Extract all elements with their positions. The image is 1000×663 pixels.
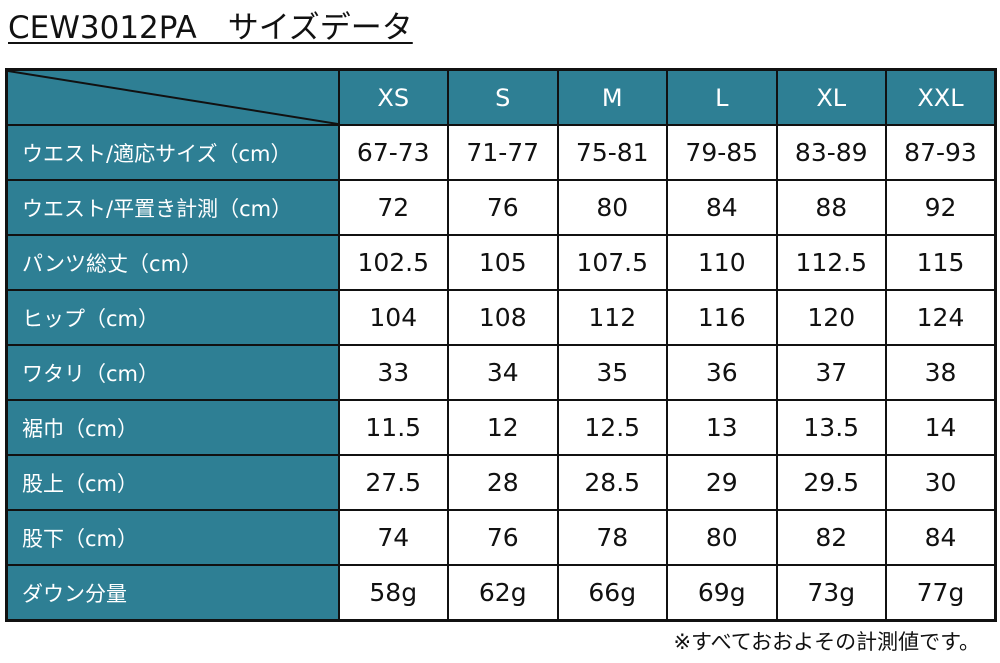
column-header: L xyxy=(666,68,778,126)
cell: 76 xyxy=(447,509,559,566)
cell: 105 xyxy=(447,234,559,291)
row-label: ウエスト/平置き計測（cm） xyxy=(5,179,340,236)
cell: 124 xyxy=(885,289,997,346)
row-label: 股上（cm） xyxy=(5,454,340,511)
row-label: 股下（cm） xyxy=(5,509,340,566)
cell: 75-81 xyxy=(556,124,668,181)
table-row: ワタリ（cm） 33 34 35 36 37 38 xyxy=(5,344,997,401)
cell: 107.5 xyxy=(556,234,668,291)
cell: 78 xyxy=(556,509,668,566)
table-row: ウエスト/適応サイズ（cm） 67-73 71-77 75-81 79-85 83-89 8… xyxy=(5,124,997,181)
table-body: XS S M L XL XXL ウエスト/適応サイズ（cm） 67-73 71-77 75-81… xyxy=(5,68,997,622)
cell: 79-85 xyxy=(666,124,778,181)
cell: 36 xyxy=(666,344,778,401)
diagonal xyxy=(8,71,338,124)
row-label: ダウン分量 xyxy=(5,564,340,622)
cell: 80 xyxy=(556,179,668,236)
cell: 92 xyxy=(885,179,997,236)
cell: 34 xyxy=(447,344,559,401)
column-header: S xyxy=(447,68,559,126)
table-row: 股下（cm） 74 76 78 80 82 84 xyxy=(5,509,997,566)
table-row: パンツ総丈（cm） 102.5 105 107.5 110 112.5 115 xyxy=(5,234,997,291)
cell: 76 xyxy=(447,179,559,236)
row-label: ヒップ（cm） xyxy=(5,289,340,346)
column-header: XL xyxy=(775,68,887,126)
cell: 14 xyxy=(885,399,997,456)
cell: 27.5 xyxy=(337,454,449,511)
cell: 28.5 xyxy=(556,454,668,511)
cell: 30 xyxy=(885,454,997,511)
cell: 29.5 xyxy=(775,454,887,511)
cell: 116 xyxy=(666,289,778,346)
cell: 120 xyxy=(775,289,887,346)
cell: 69g xyxy=(666,564,778,622)
cell: 67-73 xyxy=(337,124,449,181)
column-header: XXL xyxy=(885,68,997,126)
cell: 108 xyxy=(447,289,559,346)
cell: 112 xyxy=(556,289,668,346)
row-label: ウエスト/適応サイズ（cm） xyxy=(5,124,340,181)
cell: 115 xyxy=(885,234,997,291)
size-table: XS S M L XL XXL ウエスト/適応サイズ（cm） 67-73 71-77 75-81… xyxy=(5,68,997,622)
table-row: 股上（cm） 27.5 28 28.5 29 29.5 30 xyxy=(5,454,997,511)
cell: 38 xyxy=(885,344,997,401)
column-header: M xyxy=(556,68,668,126)
cell: 84 xyxy=(666,179,778,236)
cell: 71-77 xyxy=(447,124,559,181)
cell: 12.5 xyxy=(556,399,668,456)
table-row: ヒップ（cm） 104 108 112 116 120 124 xyxy=(5,289,997,346)
cell: 58g xyxy=(337,564,449,622)
cell: 112.5 xyxy=(775,234,887,291)
cell: 37 xyxy=(775,344,887,401)
cell: 72 xyxy=(337,179,449,236)
cell: 84 xyxy=(885,509,997,566)
row-label: 裾巾（cm） xyxy=(5,399,340,456)
cell: 102.5 xyxy=(337,234,449,291)
cell: 73g xyxy=(775,564,887,622)
table-row: ダウン分量 58g 62g 66g 69g 73g 77g xyxy=(5,564,997,622)
cell: 13.5 xyxy=(775,399,887,456)
cell: 11.5 xyxy=(337,399,449,456)
cell: 83-89 xyxy=(775,124,887,181)
footnote: ※すべておおよその計測値です。 xyxy=(673,630,980,654)
cell: 13 xyxy=(666,399,778,456)
title: CEW3012PA サイズデータ xyxy=(8,10,413,46)
cell: 77g xyxy=(885,564,997,622)
cell: 29 xyxy=(666,454,778,511)
cell: 87-93 xyxy=(885,124,997,181)
cell: 88 xyxy=(775,179,887,236)
cell: 66g xyxy=(556,564,668,622)
table-row: 裾巾（cm） 11.5 12 12.5 13 13.5 14 xyxy=(5,399,997,456)
cell: 62g xyxy=(447,564,559,622)
cell: 12 xyxy=(447,399,559,456)
cell: 33 xyxy=(337,344,449,401)
row-label: ワタリ（cm） xyxy=(5,344,340,401)
corner-cell xyxy=(5,68,340,126)
cell: 74 xyxy=(337,509,449,566)
header-row: XS S M L XL XXL xyxy=(5,68,997,126)
table-row: ウエスト/平置き計測（cm） 72 76 80 84 88 92 xyxy=(5,179,997,236)
row-label: パンツ総丈（cm） xyxy=(5,234,340,291)
cell: 110 xyxy=(666,234,778,291)
cell: 28 xyxy=(447,454,559,511)
cell: 35 xyxy=(556,344,668,401)
cell: 82 xyxy=(775,509,887,566)
column-header: XS xyxy=(337,68,449,126)
cell: 104 xyxy=(337,289,449,346)
cell: 80 xyxy=(666,509,778,566)
